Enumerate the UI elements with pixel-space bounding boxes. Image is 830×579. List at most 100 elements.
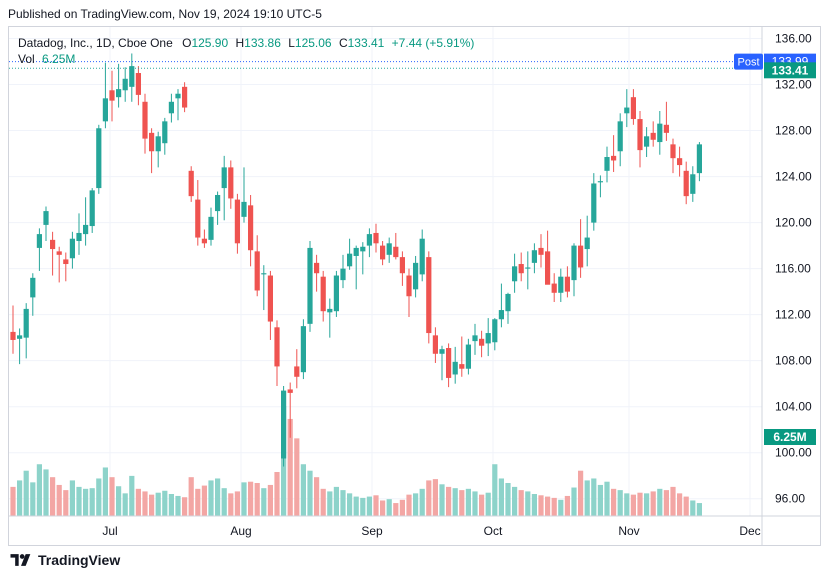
candle-body xyxy=(208,216,214,240)
candle-body xyxy=(690,174,696,194)
footer-brand[interactable]: TradingView xyxy=(10,552,120,568)
y-tick-label: 116.00 xyxy=(775,262,811,276)
volume-bar xyxy=(644,493,650,516)
candle-body xyxy=(545,251,551,285)
candle-body xyxy=(188,170,194,197)
candle-body xyxy=(624,107,630,114)
candle-body xyxy=(122,78,128,91)
volume-bar xyxy=(670,486,676,516)
candle-body xyxy=(30,277,36,298)
volume-bar xyxy=(432,479,438,516)
volume-bar xyxy=(96,478,102,516)
volume-bar xyxy=(116,486,122,516)
candle-body xyxy=(485,333,491,344)
candle-body xyxy=(175,93,181,99)
legend-volume-label: Vol xyxy=(18,52,35,66)
volume-bar xyxy=(360,497,366,516)
price-axis: 96.00 100.00 104.00 108.00 112.00 116.00 120.0… xyxy=(761,27,812,545)
candle-body xyxy=(76,232,82,242)
volume-bar xyxy=(584,480,590,516)
volume-bar xyxy=(512,486,518,516)
volume-bar xyxy=(624,493,630,516)
volume-bar xyxy=(591,478,597,516)
candle-body xyxy=(465,344,471,369)
volume-bar xyxy=(677,493,683,516)
x-tick-label: Aug xyxy=(230,524,251,538)
grid-lines xyxy=(9,27,762,516)
volume-bar xyxy=(327,491,333,516)
x-tick-label: Dec xyxy=(739,524,760,538)
volume-bar xyxy=(201,485,207,516)
volume-bar xyxy=(366,496,372,516)
volume-bar xyxy=(545,496,551,516)
volume-bar xyxy=(479,494,485,516)
legend-volume-value: 6.25M xyxy=(42,52,76,66)
candle-body xyxy=(413,262,419,290)
volume-bar xyxy=(89,488,95,516)
volume-bar xyxy=(538,495,544,516)
volume-bar xyxy=(287,418,293,516)
candle-body xyxy=(426,257,432,334)
volume-bar xyxy=(241,482,247,516)
volume-bar xyxy=(386,499,392,516)
volume-bar xyxy=(518,490,524,516)
candle-body xyxy=(10,331,16,340)
candle-body xyxy=(215,194,221,212)
candle-body xyxy=(584,237,590,250)
candle-body xyxy=(320,276,326,312)
candle-body xyxy=(129,66,135,87)
volume-bar xyxy=(439,484,445,516)
volume-bar xyxy=(347,493,353,516)
candle-body xyxy=(459,364,465,369)
volume-bar xyxy=(261,488,267,516)
candle-body xyxy=(102,98,108,122)
volume-bar xyxy=(228,493,234,516)
volume-bar xyxy=(30,482,36,516)
legend-symbol: Datadog, Inc., 1D, Cboe One xyxy=(18,36,173,50)
candle-body xyxy=(109,90,115,101)
volume-bar xyxy=(637,492,643,516)
candle-body xyxy=(83,224,89,235)
candle-body xyxy=(380,245,386,260)
candle-body xyxy=(492,319,498,343)
candle-body xyxy=(254,251,260,291)
volume-bar xyxy=(215,478,221,516)
post-tag-label: Post xyxy=(737,57,759,69)
volume-bar xyxy=(17,480,23,516)
candle-body xyxy=(637,119,643,151)
candle-body xyxy=(69,238,75,259)
volume-bar xyxy=(472,491,478,516)
candle-body xyxy=(314,262,320,274)
candle-body xyxy=(452,361,458,375)
volume-bar xyxy=(492,464,498,516)
candle-body xyxy=(558,276,564,293)
candle-body xyxy=(347,253,353,267)
volume-bar xyxy=(208,480,214,516)
candle-body xyxy=(564,276,570,292)
candle-body xyxy=(373,232,379,244)
time-axis: Jul Aug Sep Oct Nov Dec xyxy=(9,515,821,538)
candle-body xyxy=(96,128,102,189)
volume-bar xyxy=(525,491,531,516)
candle-body xyxy=(162,121,168,144)
volume-bar xyxy=(505,483,511,516)
candle-body xyxy=(677,158,683,166)
volume-bar xyxy=(122,493,128,516)
volume-bar xyxy=(182,497,188,516)
volume-bar xyxy=(426,480,432,516)
candle-body xyxy=(248,205,254,251)
candles xyxy=(10,53,702,467)
y-tick-label: 132.00 xyxy=(775,78,812,92)
y-tick-label: 120.00 xyxy=(775,216,812,230)
volume-bar xyxy=(630,494,636,516)
candle-body xyxy=(142,101,148,139)
candle-body xyxy=(267,275,273,322)
candle-body xyxy=(525,267,531,269)
post-tag xyxy=(734,53,763,70)
volume-bar xyxy=(604,481,610,516)
volume-bar xyxy=(135,488,141,516)
candle-body xyxy=(155,136,161,152)
volume-bar xyxy=(683,496,689,516)
